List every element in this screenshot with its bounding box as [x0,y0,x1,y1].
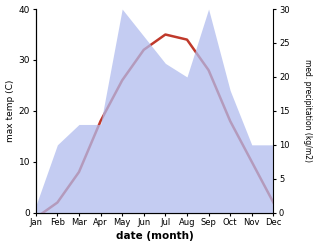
Y-axis label: med. precipitation (kg/m2): med. precipitation (kg/m2) [303,59,313,162]
X-axis label: date (month): date (month) [116,231,193,242]
Y-axis label: max temp (C): max temp (C) [5,80,15,142]
